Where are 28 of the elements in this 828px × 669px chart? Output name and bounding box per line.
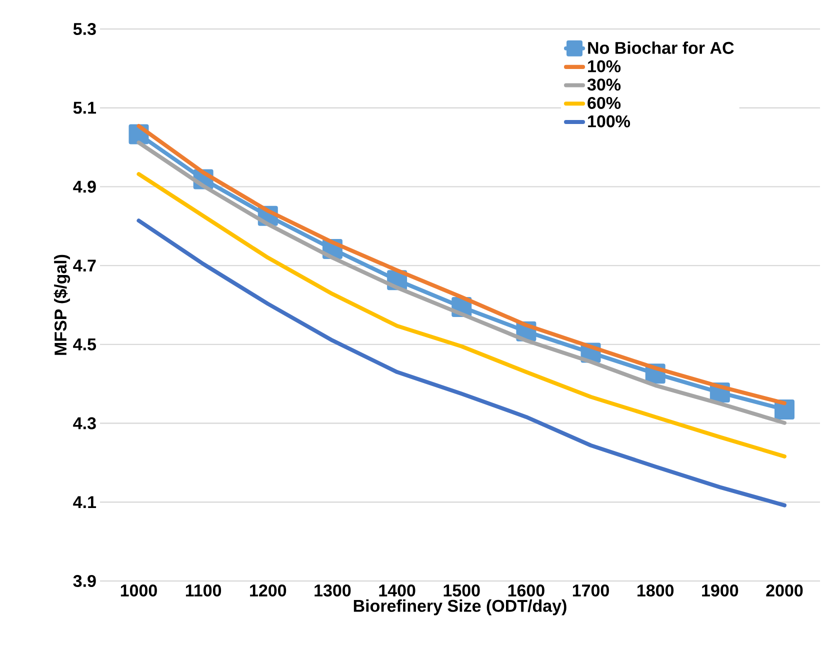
x-tick-label: 1100	[186, 584, 222, 597]
line-series	[136, 218, 786, 508]
legend-label: 100%	[588, 115, 630, 128]
legend-label: 60%	[588, 96, 621, 109]
legend-label: 30%	[587, 78, 621, 91]
x-tick-label: 1900	[702, 584, 738, 597]
y-tick-label: 4.5	[73, 338, 96, 350]
x-tick-label: 1400	[379, 584, 416, 597]
y-tick-label: 5.3	[73, 22, 96, 36]
y-tick-label: 4.9	[73, 180, 96, 193]
x-tick-label: 2000	[766, 584, 803, 597]
x-tick-label: 1800	[638, 584, 674, 597]
x-tick-label: 1700	[572, 584, 609, 597]
x-tick-label: 1500	[444, 584, 480, 597]
y-tick-label: 4.3	[73, 417, 96, 430]
legend-label: No Biochar for AC	[588, 41, 734, 54]
y-tick-label: 4.1	[73, 496, 96, 508]
y-tick-label: 4.7	[73, 260, 96, 272]
line-series	[136, 172, 786, 458]
y-tick-label: 3.9	[73, 574, 96, 588]
x-axis-title: Biorefinery Size (ODT/day)	[354, 599, 566, 616]
y-axis-title: MFSP ($/gal)	[54, 254, 70, 355]
x-tick-label: 1300	[314, 584, 351, 597]
legend-label: 10%	[588, 60, 621, 72]
x-tick-label: 1200	[250, 584, 286, 597]
x-tick-label: 1600	[508, 584, 544, 597]
x-tick-label: 1000	[120, 584, 157, 597]
y-tick-label: 5.1	[73, 102, 96, 114]
